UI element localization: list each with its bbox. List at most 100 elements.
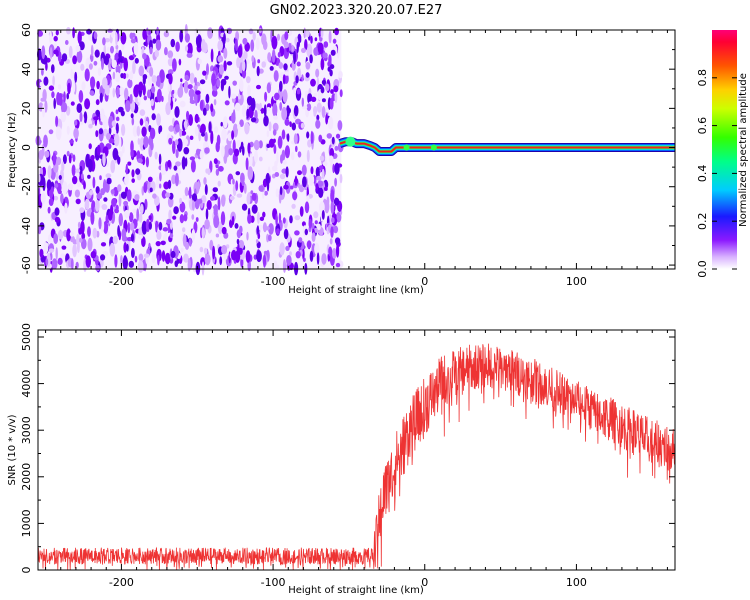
noise-speckle: [290, 185, 294, 190]
noise-speckle: [112, 87, 116, 98]
noise-speckle: [329, 147, 335, 158]
noise-speckle: [111, 198, 117, 207]
noise-speckle: [302, 248, 305, 260]
noise-speckle: [218, 165, 224, 172]
noise-speckle: [246, 76, 251, 84]
noise-speckle: [212, 187, 218, 193]
noise-speckle: [115, 32, 118, 46]
noise-speckle: [325, 83, 330, 92]
colorbar-tick-label: 0.8: [696, 69, 709, 87]
noise-speckle: [243, 183, 247, 194]
noise-speckle: [83, 181, 86, 190]
noise-speckle: [74, 189, 80, 198]
noise-speckle: [271, 49, 276, 63]
noise-speckle: [274, 160, 278, 168]
noise-speckle: [101, 57, 104, 70]
snr-panel: -200 -100 0 100 0 1000 2000 3000 4000 5000 Heigh…: [7, 323, 676, 596]
noise-speckle: [112, 186, 119, 197]
noise-speckle: [213, 214, 220, 229]
noise-speckle: [244, 122, 250, 135]
noise-speckle: [255, 239, 259, 244]
noise-speckle: [195, 148, 201, 156]
noise-speckle: [138, 213, 143, 223]
noise-speckle: [283, 228, 289, 240]
noise-speckle: [170, 250, 176, 259]
noise-speckle: [110, 189, 115, 195]
noise-speckle: [189, 135, 194, 140]
noise-speckle: [310, 35, 313, 44]
noise-speckle: [236, 57, 241, 69]
noise-speckle: [321, 253, 327, 265]
noise-speckle: [49, 30, 52, 44]
noise-speckle: [156, 230, 162, 240]
noise-speckle: [199, 79, 206, 85]
noise-speckle: [201, 38, 206, 53]
noise-speckle: [216, 134, 221, 147]
noise-speckle: [168, 137, 173, 145]
x-tick-label: 0: [421, 275, 428, 288]
noise-speckle: [142, 74, 148, 80]
noise-speckle: [184, 33, 190, 43]
noise-speckle: [37, 30, 43, 37]
noise-speckle: [251, 55, 255, 63]
snr-x-ticks: -200 -100 0 100: [45, 330, 668, 589]
noise-speckle: [76, 50, 83, 63]
noise-speckle: [316, 223, 321, 230]
noise-speckle: [53, 97, 56, 110]
noise-speckle: [80, 220, 85, 235]
noise-speckle: [52, 75, 55, 87]
noise-speckle: [66, 27, 71, 35]
noise-speckle: [333, 197, 340, 206]
noise-speckle: [137, 234, 143, 240]
noise-speckle: [296, 41, 299, 54]
noise-speckle: [61, 161, 65, 172]
noise-speckle: [284, 145, 290, 159]
noise-speckle: [155, 39, 162, 51]
noise-speckle: [131, 178, 135, 184]
noise-speckle: [113, 133, 120, 147]
noise-speckle: [115, 109, 119, 115]
noise-speckle: [188, 88, 195, 98]
noise-speckle: [159, 125, 163, 133]
noise-speckle: [266, 103, 272, 109]
noise-speckle: [301, 164, 307, 176]
noise-speckle: [102, 179, 107, 194]
noise-speckle: [250, 190, 254, 195]
noise-speckle: [83, 111, 88, 124]
noise-speckle: [231, 215, 235, 226]
noise-speckle: [283, 184, 289, 190]
noise-speckle: [206, 200, 212, 210]
noise-speckle: [215, 233, 220, 238]
noise-speckle: [58, 93, 63, 106]
noise-speckle: [57, 230, 64, 240]
noise-speckle: [249, 141, 254, 148]
noise-speckle: [234, 102, 241, 112]
noise-speckle: [125, 73, 129, 79]
noise-speckle: [92, 176, 96, 189]
noise-speckle: [251, 192, 257, 201]
noise-speckle: [60, 193, 64, 204]
noise-speckle: [54, 207, 60, 216]
noise-speckle: [197, 180, 200, 191]
noise-speckle: [55, 29, 59, 36]
noise-speckle: [297, 170, 302, 176]
noise-speckle: [228, 148, 234, 156]
noise-speckle: [336, 243, 340, 258]
noise-speckle: [51, 64, 55, 74]
noise-speckle: [121, 123, 126, 136]
noise-speckle: [165, 102, 171, 116]
noise-speckle: [55, 115, 59, 127]
noise-speckle: [86, 209, 91, 217]
noise-speckle: [120, 110, 125, 117]
noise-speckle: [204, 131, 208, 143]
noise-speckle: [44, 150, 50, 158]
noise-speckle: [310, 130, 314, 145]
noise-speckle: [62, 154, 67, 165]
noise-speckle: [36, 139, 42, 145]
noise-speckle: [130, 233, 135, 242]
noise-speckle: [75, 45, 81, 52]
noise-speckle: [102, 152, 106, 166]
noise-speckle: [161, 95, 164, 102]
noise-speckle: [165, 192, 171, 198]
noise-speckle: [70, 101, 75, 106]
